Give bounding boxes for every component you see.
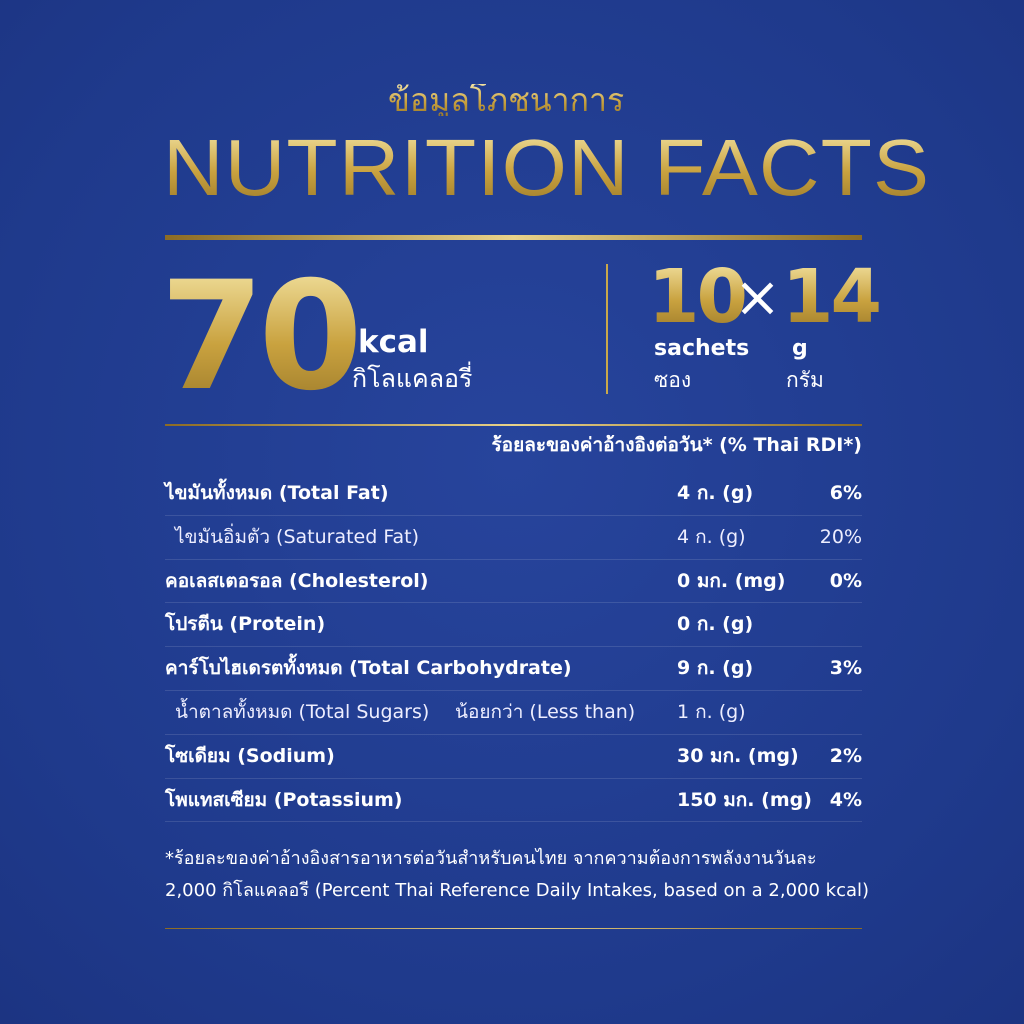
row-separator xyxy=(165,514,862,516)
weight-unit: g xyxy=(792,336,808,361)
divider xyxy=(606,264,608,394)
weight-unit-thai: กรัม xyxy=(786,368,824,392)
row: คาร์โบไฮเดรตทั้งหมด (Total Carbohydrate)… xyxy=(165,656,862,680)
footnote-line: 2,000 กิโลแคลอรี (Percent Thai Reference… xyxy=(165,880,870,901)
qualifier: น้อยกว่า (Less than) xyxy=(455,701,636,723)
row: ไขมันทั้งหมด (Total Fat) 4 ก. (g) 6% xyxy=(165,481,862,505)
title: NUTRITION FACTS xyxy=(163,123,931,212)
energy-value: 70 xyxy=(160,250,363,424)
count-unit-thai: ซอง xyxy=(654,368,692,392)
rdi: 4% xyxy=(829,788,862,811)
amount: 30 มก. (mg) xyxy=(677,744,799,767)
footnote-line: *ร้อยละของค่าอ้างอิงสารอาหารต่อวันสำหรับ… xyxy=(165,848,817,869)
amount: 150 มก. (mg) xyxy=(677,788,812,811)
amount: 0 มก. (mg) xyxy=(677,569,786,592)
row-separator xyxy=(165,777,862,779)
rdi: 0% xyxy=(829,569,862,592)
row-separator xyxy=(165,690,862,691)
row: โซเดียม (Sodium) 30 มก. (mg) 2% xyxy=(165,744,862,768)
amount: 9 ก. (g) xyxy=(677,657,754,680)
count-unit: sachets xyxy=(654,336,750,361)
nutrient-label: โพแทสเซียม (Potassium) xyxy=(165,788,403,811)
amount: 4 ก. (g) xyxy=(677,482,754,504)
row-separator xyxy=(165,821,862,823)
amount: 4 ก. (g) xyxy=(677,525,746,548)
thai-title: ข้อมูลโภชนาการ xyxy=(388,81,625,119)
bottom-rule xyxy=(165,928,862,929)
nutrient-label: น้ำตาลทั้งหมด (Total Sugars) xyxy=(175,701,430,723)
nutrient-label: ไขมันทั้งหมด (Total Fat) xyxy=(165,482,389,504)
row-separator xyxy=(165,558,862,560)
rdi: 20% xyxy=(819,525,862,548)
rdi: 6% xyxy=(829,482,862,504)
row-separator xyxy=(165,646,862,648)
pack-weight: 14 xyxy=(782,254,882,340)
row: โปรตีน (Protein) 0 ก. (g) xyxy=(165,612,862,636)
energy-unit-thai: กิโลแคลอรี่ xyxy=(352,364,473,393)
sub-row: ไขมันอิ่มตัว (Saturated Fat) 4 ก. (g) 20% xyxy=(165,525,862,549)
amount: 1 ก. (g) xyxy=(677,701,746,723)
nutrient-label: โซเดียม (Sodium) xyxy=(165,744,335,767)
nutrient-label: ไขมันอิ่มตัว (Saturated Fat) xyxy=(175,525,420,548)
title-rule xyxy=(165,235,862,240)
energy-unit: kcal xyxy=(358,324,429,360)
nutrient-label: คอเลสเตอรอล (Cholesterol) xyxy=(165,569,429,592)
pack-count: 10 xyxy=(648,254,748,340)
table-rule xyxy=(165,424,862,426)
pack-symbol: × xyxy=(734,265,781,330)
rdi: 3% xyxy=(829,657,862,680)
nutrient-label: โปรตีน (Protein) xyxy=(165,613,326,636)
row-separator xyxy=(165,602,862,604)
row: โพแทสเซียม (Potassium) 150 มก. (mg) 4% xyxy=(165,788,862,812)
sub-row: น้ำตาลทั้งหมด (Total Sugars) น้อยกว่า (Le… xyxy=(165,700,862,724)
row: คอเลสเตอรอล (Cholesterol) 0 มก. (mg) 0% xyxy=(165,569,862,593)
table-header: ร้อยละของค่าอ้างอิงต่อวัน* (% Thai RDI*) xyxy=(491,434,862,456)
rdi: 2% xyxy=(829,744,862,767)
nutrient-label: คาร์โบไฮเดรตทั้งหมด (Total Carbohydrate) xyxy=(165,657,572,680)
amount: 0 ก. (g) xyxy=(677,613,754,636)
row-separator xyxy=(165,733,862,735)
